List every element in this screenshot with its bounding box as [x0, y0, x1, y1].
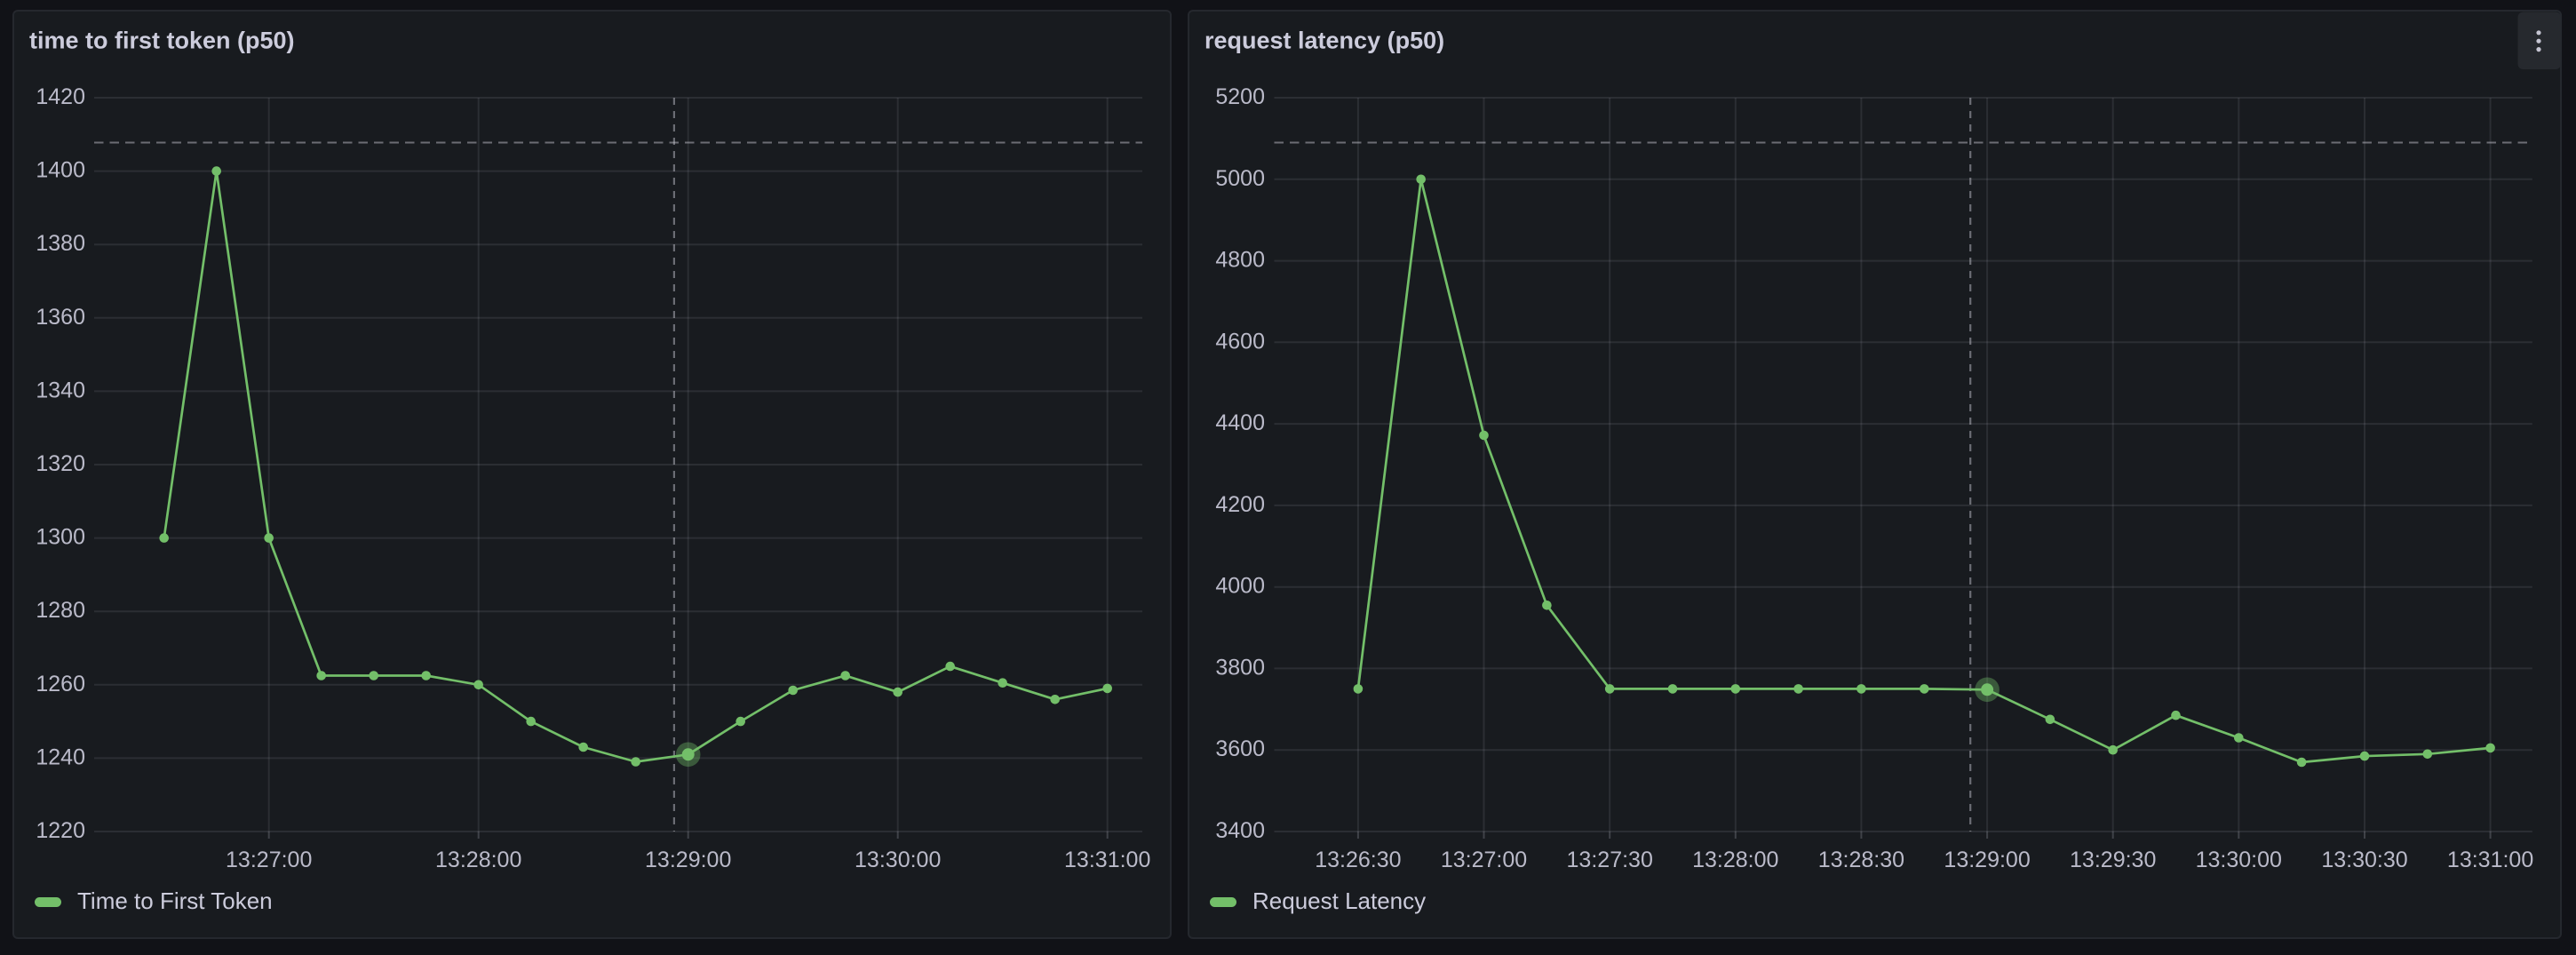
svg-text:3400: 3400	[1215, 818, 1265, 843]
svg-text:1400: 1400	[36, 158, 85, 183]
svg-text:13:28:00: 13:28:00	[435, 848, 521, 872]
svg-text:13:31:00: 13:31:00	[1064, 848, 1150, 872]
svg-text:13:28:30: 13:28:30	[1818, 848, 1904, 872]
svg-text:time to first token (p50): time to first token (p50)	[29, 28, 295, 54]
svg-text:1220: 1220	[36, 818, 85, 843]
svg-text:13:31:00: 13:31:00	[2447, 848, 2533, 872]
svg-text:1420: 1420	[36, 84, 85, 109]
svg-text:4600: 4600	[1215, 329, 1265, 354]
svg-text:4200: 4200	[1215, 492, 1265, 517]
svg-text:1360: 1360	[36, 305, 85, 330]
svg-text:13:30:30: 13:30:30	[2321, 848, 2407, 872]
svg-text:4000: 4000	[1215, 574, 1265, 599]
svg-text:5200: 5200	[1215, 84, 1265, 109]
svg-text:Time to First Token: Time to First Token	[77, 887, 273, 914]
svg-text:1320: 1320	[36, 451, 85, 476]
svg-text:3800: 3800	[1215, 655, 1265, 680]
svg-text:4400: 4400	[1215, 410, 1265, 435]
svg-text:1280: 1280	[36, 598, 85, 623]
svg-text:Request Latency: Request Latency	[1252, 887, 1426, 914]
svg-text:13:29:00: 13:29:00	[645, 848, 731, 872]
svg-text:1340: 1340	[36, 378, 85, 402]
svg-text:13:27:30: 13:27:30	[1567, 848, 1653, 872]
svg-text:13:30:00: 13:30:00	[2196, 848, 2282, 872]
svg-text:1260: 1260	[36, 672, 85, 696]
svg-text:1240: 1240	[36, 744, 85, 769]
svg-text:13:30:00: 13:30:00	[855, 848, 941, 872]
svg-text:5000: 5000	[1215, 166, 1265, 191]
svg-text:13:29:00: 13:29:00	[1944, 848, 2030, 872]
svg-text:4800: 4800	[1215, 248, 1265, 273]
svg-text:13:29:30: 13:29:30	[2070, 848, 2156, 872]
svg-text:13:28:00: 13:28:00	[1692, 848, 1778, 872]
svg-text:13:27:00: 13:27:00	[226, 848, 312, 872]
svg-text:13:26:30: 13:26:30	[1315, 848, 1401, 872]
svg-text:request latency (p50): request latency (p50)	[1205, 28, 1444, 54]
svg-text:1380: 1380	[36, 231, 85, 256]
svg-text:1300: 1300	[36, 525, 85, 550]
svg-text:13:27:00: 13:27:00	[1441, 848, 1527, 872]
svg-text:3600: 3600	[1215, 736, 1265, 761]
